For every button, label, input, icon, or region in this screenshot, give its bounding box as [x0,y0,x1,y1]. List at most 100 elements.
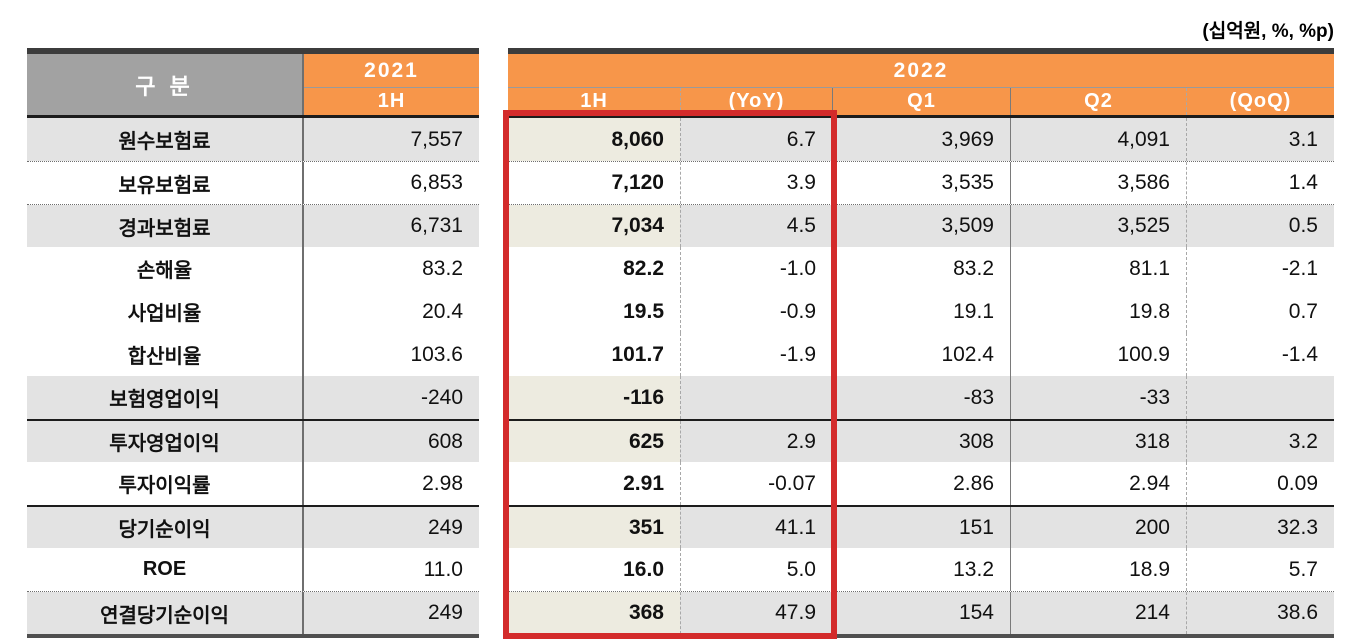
table-2022-header: 2022 1H (YoY) Q1 Q2 (QoQ) [508,54,1334,118]
cell-2022-yoy: 47.9 [680,592,832,634]
cell-2022-qoq: 0.09 [1186,462,1334,505]
cell-2022-1h: 7,120 [611,171,664,194]
row-label: 경과보험료 [27,205,304,247]
row-label: 합산비율 [27,333,304,376]
cell-2022-q1: 19.1 [832,290,1010,333]
cell-2021-1h: 6,853 [410,171,463,194]
row-label: 보험영업이익 [27,376,304,419]
row-label: 사업비율 [27,290,304,333]
cell-2022-yoy: 3.9 [680,162,832,204]
cell-2022-q2: 81.1 [1010,247,1186,290]
cell-2022-qoq: 0.5 [1186,205,1334,247]
col-header-2021-1h: 1H [304,88,479,115]
cell-2022-q1: 2.86 [832,462,1010,505]
cell-2022-yoy: 4.5 [680,205,832,247]
cell-2022-1h: 19.5 [623,299,664,323]
row-label: 손해율 [27,247,304,290]
cell-2021-1h: 608 [304,421,479,462]
cell-2022-qoq: -1.4 [1186,333,1334,376]
cell-2022-1h: 368 [508,592,680,634]
unit-note: (십억원, %, %p) [1202,21,1334,42]
col-header-category: 구 분 [27,54,304,115]
col-header-2022-q1: Q1 [832,88,1010,115]
table-row: 8,060 6.7 3,969 4,091 3.1 [508,118,1334,161]
table-row: 보유보험료 6,853 [27,161,479,204]
table-row: 7,120 3.9 3,535 3,586 1.4 [508,161,1334,204]
table-row: 손해율 83.2 [27,247,479,290]
col-header-2022-1h: 1H [508,88,680,115]
cell-2022-1h: 351 [508,507,680,548]
table-2022-subheaders: 1H (YoY) Q1 Q2 (QoQ) [508,88,1334,115]
row-label: 당기순이익 [27,507,304,548]
table-2021-header: 구 분 2021 1H [27,54,479,118]
cell-2022-qoq: 3.2 [1186,421,1334,462]
cell-2022-q2: 19.8 [1010,290,1186,333]
cell-2022-qoq: 32.3 [1186,507,1334,548]
cell-2022-q1: -83 [832,376,1010,419]
cell-2022-yoy: 2.9 [680,421,832,462]
col-header-year-2021: 2021 [304,54,479,88]
cell-2021-1h: 20.4 [422,299,463,323]
table-2022: 2022 1H (YoY) Q1 Q2 (QoQ) 8,060 6.7 3,969 4,091… [508,48,1334,638]
cell-2022-yoy: -0.9 [680,290,832,333]
row-label: 투자영업이익 [27,421,304,462]
cell-2021-1h: 103.6 [410,342,463,366]
cell-2022-q1: 151 [832,507,1010,548]
cell-2022-q2: 214 [1010,592,1186,634]
table-row: 82.2 -1.0 83.2 81.1 -2.1 [508,247,1334,290]
cell-2021-1h: 2.98 [422,471,463,495]
table-row: 경과보험료 6,731 [27,204,479,247]
table-2021: 구 분 2021 1H 원수보험료 7,557 보유보험료 6,853 경과보험료 6,7… [27,48,479,638]
table-2022-body: 8,060 6.7 3,969 4,091 3.1 7,120 3.9 3,535 3,586 1… [508,118,1334,634]
cell-2022-yoy: 6.7 [680,118,832,161]
cell-2022-q2: -33 [1010,376,1186,419]
table-row: -116 -83 -33 [508,376,1334,419]
table-row: 연결당기순이익 249 [27,591,479,634]
table-row: 101.7 -1.9 102.4 100.9 -1.4 [508,333,1334,376]
cell-2022-qoq: 38.6 [1186,592,1334,634]
cell-2022-q2: 3,525 [1010,205,1186,247]
cell-2022-1h: 2.91 [623,471,664,495]
table-row: 합산비율 103.6 [27,333,479,376]
cell-2022-yoy: 41.1 [680,507,832,548]
cell-2022-qoq: 0.7 [1186,290,1334,333]
table-row: 625 2.9 308 318 3.2 [508,419,1334,462]
cell-2022-1h: -116 [508,376,680,419]
cell-2021-1h: 11.0 [423,557,463,581]
cell-2022-q2: 3,586 [1010,162,1186,204]
cell-2022-q1: 3,535 [832,162,1010,204]
table-row: 19.5 -0.9 19.1 19.8 0.7 [508,290,1334,333]
cell-2022-q1: 83.2 [832,247,1010,290]
table-row: 사업비율 20.4 [27,290,479,333]
col-header-year-2022: 2022 [508,54,1334,88]
cell-2022-1h: 7,034 [508,205,680,247]
col-header-2022-qoq: (QoQ) [1186,88,1334,115]
cell-2022-yoy [680,376,832,419]
row-label: 투자이익률 [27,462,304,505]
table-row: 보험영업이익 -240 [27,376,479,419]
cell-2022-yoy: -1.9 [680,333,832,376]
cell-2022-qoq [1186,376,1334,419]
cell-2022-yoy: 5.0 [680,548,832,591]
cell-2022-qoq: 3.1 [1186,118,1334,161]
cell-2022-qoq: 1.4 [1186,162,1334,204]
table-row: 투자영업이익 608 [27,419,479,462]
table-row: 7,034 4.5 3,509 3,525 0.5 [508,204,1334,247]
table-row: 368 47.9 154 214 38.6 [508,591,1334,634]
cell-2021-1h: 249 [304,507,479,548]
cell-2022-qoq: 5.7 [1186,548,1334,591]
cell-2022-q2: 18.9 [1010,548,1186,591]
cell-2021-1h: 7,557 [304,118,479,161]
cell-2022-yoy: -1.0 [680,247,832,290]
cell-2021-1h: 249 [304,592,479,634]
cell-2022-1h: 625 [508,421,680,462]
cell-2022-qoq: -2.1 [1186,247,1334,290]
cell-2022-q2: 100.9 [1010,333,1186,376]
cell-2022-q2: 2.94 [1010,462,1186,505]
col-header-2022-yoy: (YoY) [680,88,832,115]
table-row: 351 41.1 151 200 32.3 [508,505,1334,548]
cell-2022-1h: 101.7 [611,342,664,366]
cell-2021-1h: -240 [304,376,479,419]
cell-2022-q2: 200 [1010,507,1186,548]
